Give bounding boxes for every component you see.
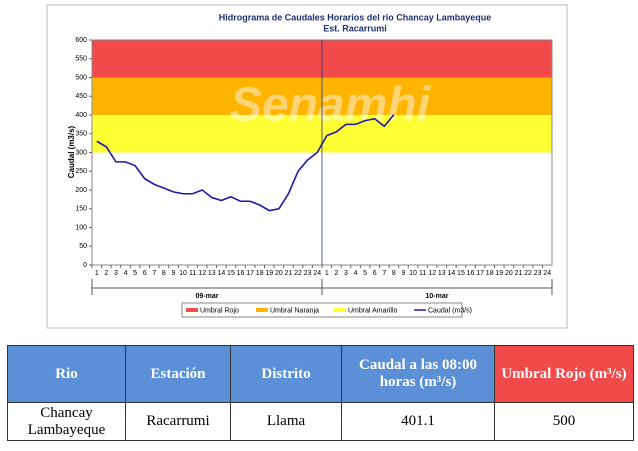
x-tick-label: 12 — [198, 270, 206, 277]
x-tick-label: 15 — [457, 270, 465, 277]
x-tick-label: 10 — [409, 270, 417, 277]
watermark: Senamhi — [230, 79, 432, 132]
x-tick-label: 12 — [428, 270, 436, 277]
x-tick-label: 10 — [179, 270, 187, 277]
cell: Llama — [230, 402, 342, 441]
chart-title: Hidrograma de Caudales Horarios del rio … — [219, 12, 492, 22]
chart-subtitle: Est. Racarrumi — [323, 23, 387, 33]
y-tick-label: 150 — [75, 206, 87, 213]
header-cell: Caudal a las 08:00 horas (m³/s) — [341, 345, 495, 403]
x-tick-label: 1 — [325, 270, 329, 277]
cell: Chancay Lambayeque — [7, 402, 126, 441]
x-tick-label: 19 — [495, 270, 503, 277]
y-tick-label: 50 — [79, 243, 87, 250]
x-tick-label: 23 — [534, 270, 542, 277]
y-tick-label: 400 — [75, 112, 87, 119]
y-tick-label: 450 — [75, 93, 87, 100]
legend-box — [181, 302, 463, 318]
x-tick-label: 6 — [373, 270, 377, 277]
x-tick-label: 24 — [313, 270, 321, 277]
x-tick-label: 22 — [524, 270, 532, 277]
group-label: 09-mar — [196, 293, 219, 300]
x-tick-label: 9 — [402, 270, 406, 277]
x-tick-label: 18 — [256, 270, 264, 277]
x-tick-label: 15 — [227, 270, 235, 277]
x-tick-label: 24 — [543, 270, 551, 277]
x-tick-label: 2 — [104, 270, 108, 277]
cell: 500 — [494, 402, 634, 441]
x-tick-label: 11 — [189, 270, 196, 277]
x-tick-label: 3 — [344, 270, 348, 277]
table: Rio Estación Distrito Caudal a las 08:00… — [7, 345, 634, 441]
legend-label: Umbral Naranja — [270, 307, 319, 314]
x-tick-label: 9 — [172, 270, 176, 277]
y-tick-label: 550 — [75, 56, 87, 63]
table-header: Rio Estación Distrito Caudal a las 08:00… — [7, 345, 634, 403]
y-axis-label: Caudal (m3/s) — [67, 125, 76, 178]
x-tick-label: 19 — [265, 270, 273, 277]
x-tick-label: 7 — [382, 270, 386, 277]
y-tick-label: 100 — [75, 224, 87, 231]
x-tick-label: 17 — [476, 270, 484, 277]
header-cell: Umbral Rojo (m³/s) — [494, 345, 634, 403]
caudal-line — [96, 114, 395, 212]
legend-label: Umbral Amarillo — [348, 307, 398, 314]
x-tick-label: 16 — [467, 270, 475, 277]
y-tick-label: 0 — [83, 262, 87, 269]
x-tick-label: 17 — [246, 270, 254, 277]
x-tick-label: 4 — [124, 270, 128, 277]
y-tick-label: 200 — [75, 187, 87, 194]
x-tick-label: 5 — [363, 270, 367, 277]
y-tick-label: 350 — [75, 131, 87, 138]
y-tick-label: 500 — [75, 74, 87, 81]
cell: Racarrumi — [125, 402, 231, 441]
header-cell: Estación — [125, 345, 231, 403]
x-tick-label: 1 — [95, 270, 99, 277]
legend-label: Caudal (m3/s) — [428, 307, 472, 314]
x-tick-label: 8 — [392, 270, 396, 277]
header-cell: Distrito — [230, 345, 342, 403]
x-tick-label: 21 — [285, 270, 293, 277]
x-tick-label: 22 — [294, 270, 302, 277]
cell: 401.1 — [341, 402, 495, 441]
x-tick-label: 16 — [237, 270, 245, 277]
x-tick-label: 14 — [217, 270, 225, 277]
x-tick-label: 11 — [419, 270, 426, 277]
y-tick-label: 250 — [75, 168, 87, 175]
x-tick-label: 2 — [334, 270, 338, 277]
x-tick-label: 13 — [208, 270, 216, 277]
x-tick-label: 21 — [515, 270, 523, 277]
x-tick-label: 4 — [354, 270, 358, 277]
legend-label: Umbral Rojo — [200, 307, 239, 314]
x-tick-label: 13 — [438, 270, 446, 277]
x-tick-label: 20 — [505, 270, 513, 277]
group-label: 10-mar — [426, 293, 449, 300]
x-tick-label: 8 — [162, 270, 166, 277]
x-tick-label: 5 — [133, 270, 137, 277]
y-tick-label: 300 — [75, 149, 87, 156]
x-tick-label: 23 — [304, 270, 312, 277]
x-tick-label: 14 — [447, 270, 455, 277]
y-tick-label: 600 — [75, 37, 87, 44]
legend: Umbral Rojo Umbral Naranja Umbral Amarillo… — [181, 302, 472, 318]
chart: Hidrograma de Caudales Horarios del rio … — [46, 4, 568, 329]
table-row: Chancay Lambayeque Racarrumi Llama 401.1… — [7, 402, 634, 441]
x-tick-label: 7 — [152, 270, 156, 277]
x-tick-label: 3 — [114, 270, 118, 277]
header-cell: Rio — [7, 345, 126, 403]
x-tick-label: 6 — [143, 270, 147, 277]
x-tick-label: 18 — [486, 270, 494, 277]
x-tick-label: 20 — [275, 270, 283, 277]
